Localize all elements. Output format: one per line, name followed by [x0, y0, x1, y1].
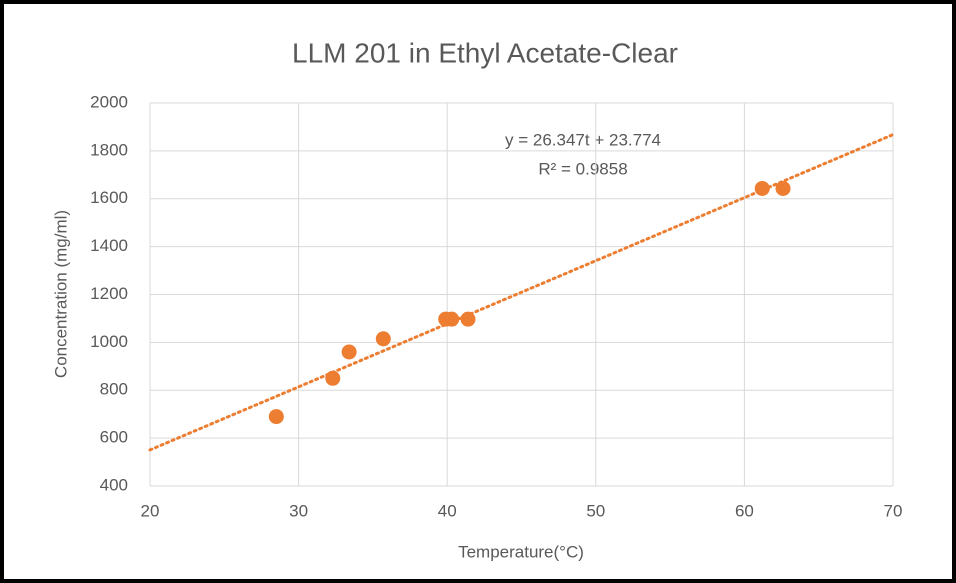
data-point [775, 180, 791, 196]
data-point [325, 370, 341, 386]
y-tick-label: 1400 [90, 236, 128, 255]
data-point [375, 331, 391, 347]
x-tick-label: 50 [586, 501, 605, 520]
trendline-r-squared: R² = 0.9858 [538, 159, 627, 178]
x-tick-label: 60 [735, 501, 754, 520]
y-tick-label: 1000 [90, 332, 128, 351]
data-point [444, 311, 460, 327]
trendline-equation: y = 26.347t + 23.774 [505, 130, 661, 149]
x-tick-label: 70 [884, 501, 903, 520]
x-tick-label: 30 [289, 501, 308, 520]
x-tick-label: 20 [141, 501, 160, 520]
data-point [341, 344, 357, 360]
y-tick-label: 600 [100, 428, 128, 447]
data-point [460, 311, 476, 327]
data-point [754, 180, 770, 196]
y-tick-label: 2000 [90, 92, 128, 111]
y-tick-label: 1800 [90, 140, 128, 159]
y-tick-label: 400 [100, 475, 128, 494]
x-axis-label: Temperature(°C) [458, 542, 584, 561]
chart-title: LLM 201 in Ethyl Acetate-Clear [292, 37, 678, 68]
x-tick-label: 40 [438, 501, 457, 520]
y-axis-label: Concentration (mg/ml) [51, 210, 70, 378]
data-point [268, 409, 284, 425]
y-tick-label: 1200 [90, 284, 128, 303]
y-tick-label: 800 [100, 380, 128, 399]
y-tick-label: 1600 [90, 188, 128, 207]
